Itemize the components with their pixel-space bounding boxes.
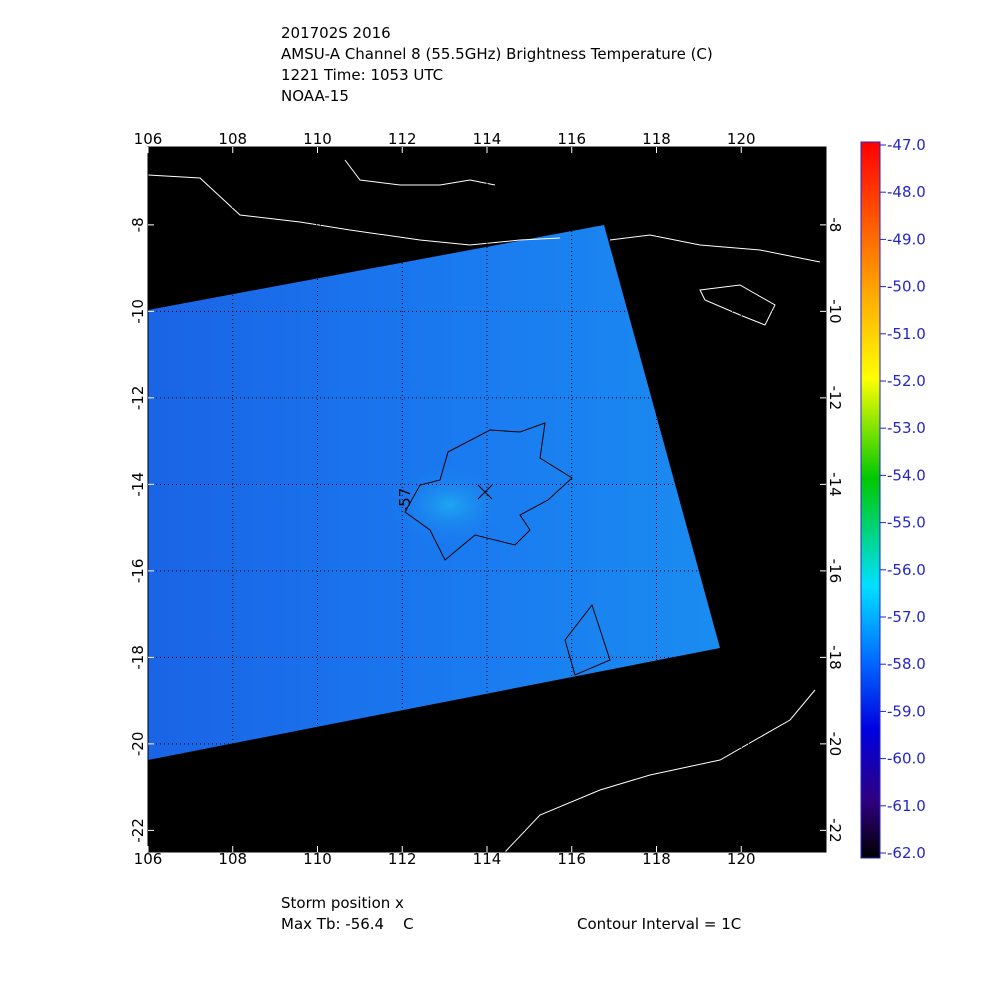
- colorbar-label: -52.0: [887, 372, 926, 390]
- y-tick-label: -14: [129, 472, 147, 497]
- colorbar-label: -59.0: [887, 702, 926, 720]
- x-tick-label: 116: [557, 130, 586, 148]
- colorbar-label: -54.0: [887, 466, 926, 484]
- coastline: [344, 159, 496, 186]
- y-tick-label: -10: [826, 299, 844, 324]
- y-tick-label: -8: [826, 217, 844, 232]
- x-tick-label: 108: [218, 130, 247, 148]
- colorbar-label: -47.0: [887, 136, 926, 154]
- x-tick-label: 112: [388, 850, 417, 868]
- x-tick-label: 118: [642, 130, 671, 148]
- x-tick-label: 120: [727, 850, 756, 868]
- footer-text: Contour Interval = 1C: [577, 915, 741, 933]
- x-tick-label: 106: [134, 850, 163, 868]
- y-tick-label: -12: [129, 386, 147, 411]
- island: [699, 284, 776, 326]
- coastline: [147, 174, 561, 246]
- title-line: NOAA-15: [281, 87, 349, 105]
- contour: [404, 422, 573, 561]
- footer-text: Max Tb: -56.4 C: [281, 915, 414, 933]
- coastline: [609, 234, 821, 263]
- colorbar-label: -62.0: [887, 844, 926, 862]
- colorbar-label: -50.0: [887, 278, 926, 296]
- y-tick-label: -10: [129, 299, 147, 324]
- y-tick-label: -20: [826, 732, 844, 757]
- coastline: [504, 689, 816, 853]
- colorbar-label: -56.0: [887, 561, 926, 579]
- x-tick-label: 106: [134, 130, 163, 148]
- title-line: AMSU-A Channel 8 (55.5GHz) Brightness Te…: [281, 45, 713, 63]
- y-tick-label: -22: [129, 818, 147, 843]
- y-tick-label: -12: [826, 386, 844, 411]
- contour-label: -57: [396, 488, 414, 513]
- x-tick-label: 110: [303, 130, 332, 148]
- colorbar: [860, 141, 881, 859]
- colorbar-label: -48.0: [887, 183, 926, 201]
- colorbar-label: -51.0: [887, 325, 926, 343]
- y-tick-label: -22: [826, 818, 844, 843]
- colorbar-label: -61.0: [887, 797, 926, 815]
- x-tick-label: 118: [642, 850, 671, 868]
- storm-marker: [477, 484, 493, 500]
- colorbar-label: -57.0: [887, 608, 926, 626]
- x-tick-label: 114: [473, 130, 502, 148]
- title-line: 201702S 2016: [281, 24, 391, 42]
- x-tick-label: 112: [388, 130, 417, 148]
- y-tick-label: -16: [129, 559, 147, 584]
- y-tick-label: -18: [129, 645, 147, 670]
- footer-text: Storm position x: [281, 894, 404, 912]
- x-tick-label: 114: [473, 850, 502, 868]
- colorbar-label: -58.0: [887, 655, 926, 673]
- title-line: 1221 Time: 1053 UTC: [281, 66, 443, 84]
- y-tick-label: -20: [129, 732, 147, 757]
- y-tick-label: -18: [826, 645, 844, 670]
- colorbar-label: -55.0: [887, 514, 926, 532]
- x-tick-label: 120: [727, 130, 756, 148]
- colorbar-label: -60.0: [887, 750, 926, 768]
- y-tick-label: -14: [826, 472, 844, 497]
- x-tick-label: 108: [218, 850, 247, 868]
- y-tick-label: -16: [826, 559, 844, 584]
- y-tick-label: -8: [129, 217, 147, 232]
- x-tick-label: 116: [557, 850, 586, 868]
- x-tick-label: 110: [303, 850, 332, 868]
- colorbar-label: -53.0: [887, 419, 926, 437]
- colorbar-label: -49.0: [887, 230, 926, 248]
